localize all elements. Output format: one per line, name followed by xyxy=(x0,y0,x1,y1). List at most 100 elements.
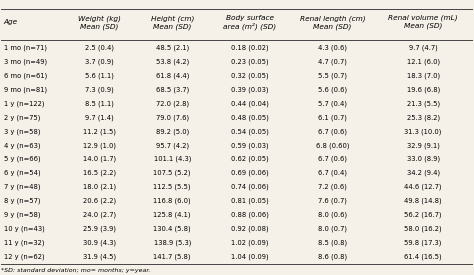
Text: 0.74 (0.06): 0.74 (0.06) xyxy=(231,184,269,191)
Text: 3.7 (0.9): 3.7 (0.9) xyxy=(85,58,114,65)
Text: 125.8 (4.1): 125.8 (4.1) xyxy=(154,212,191,218)
Text: 24.0 (2.7): 24.0 (2.7) xyxy=(82,212,116,218)
Text: Renal length (cm)
Mean (SD): Renal length (cm) Mean (SD) xyxy=(300,15,365,29)
Text: 6 y (n=54): 6 y (n=54) xyxy=(4,170,40,177)
Text: 8.5 (1.1): 8.5 (1.1) xyxy=(85,100,114,106)
Text: 1 y (n=122): 1 y (n=122) xyxy=(4,100,44,106)
Text: 0.18 (0.02): 0.18 (0.02) xyxy=(231,44,269,51)
Text: 59.8 (17.3): 59.8 (17.3) xyxy=(404,240,442,246)
Text: 9.7 (4.7): 9.7 (4.7) xyxy=(409,44,438,51)
Text: 141.7 (5.8): 141.7 (5.8) xyxy=(154,254,191,260)
Text: 12 y (n=62): 12 y (n=62) xyxy=(4,254,45,260)
Text: 2 y (n=75): 2 y (n=75) xyxy=(4,114,40,120)
Text: 1.02 (0.09): 1.02 (0.09) xyxy=(231,240,269,246)
Text: 61.4 (16.5): 61.4 (16.5) xyxy=(404,254,442,260)
Text: 49.8 (14.8): 49.8 (14.8) xyxy=(404,198,442,204)
Text: 8.0 (0.6): 8.0 (0.6) xyxy=(318,212,347,218)
Text: 5.6 (1.1): 5.6 (1.1) xyxy=(85,72,114,79)
Text: 68.5 (3.7): 68.5 (3.7) xyxy=(155,86,189,93)
Text: 101.1 (4.3): 101.1 (4.3) xyxy=(154,156,191,163)
Text: 7.6 (0.7): 7.6 (0.7) xyxy=(318,198,347,204)
Text: 5.6 (0.6): 5.6 (0.6) xyxy=(318,86,347,93)
Text: 33.0 (8.9): 33.0 (8.9) xyxy=(407,156,440,163)
Text: 0.32 (0.05): 0.32 (0.05) xyxy=(231,72,269,79)
Text: 0.62 (0.05): 0.62 (0.05) xyxy=(231,156,269,163)
Text: 7.2 (0.6): 7.2 (0.6) xyxy=(318,184,347,191)
Text: 11 y (n=32): 11 y (n=32) xyxy=(4,240,44,246)
Text: 138.9 (5.3): 138.9 (5.3) xyxy=(154,240,191,246)
Text: 116.8 (6.0): 116.8 (6.0) xyxy=(154,198,191,204)
Text: 0.44 (0.04): 0.44 (0.04) xyxy=(231,100,269,106)
Text: 6.7 (0.4): 6.7 (0.4) xyxy=(318,170,347,177)
Text: 32.9 (9.1): 32.9 (9.1) xyxy=(407,142,439,148)
Text: 8.0 (0.7): 8.0 (0.7) xyxy=(318,226,347,232)
Text: 4.3 (0.6): 4.3 (0.6) xyxy=(318,44,347,51)
Text: 130.4 (5.8): 130.4 (5.8) xyxy=(154,226,191,232)
Text: 89.2 (5.0): 89.2 (5.0) xyxy=(155,128,189,134)
Text: 48.5 (2.1): 48.5 (2.1) xyxy=(155,44,189,51)
Text: 0.59 (0.03): 0.59 (0.03) xyxy=(231,142,269,148)
Text: 72.0 (2.8): 72.0 (2.8) xyxy=(155,100,189,106)
Text: 95.7 (4.2): 95.7 (4.2) xyxy=(155,142,189,148)
Text: 19.6 (6.8): 19.6 (6.8) xyxy=(407,86,440,93)
Text: 0.23 (0.05): 0.23 (0.05) xyxy=(231,58,269,65)
Text: 7.3 (0.9): 7.3 (0.9) xyxy=(85,86,114,93)
Text: 21.3 (5.5): 21.3 (5.5) xyxy=(407,100,440,106)
Text: 44.6 (12.7): 44.6 (12.7) xyxy=(404,184,442,191)
Text: 1.04 (0.09): 1.04 (0.09) xyxy=(231,254,269,260)
Text: 107.5 (5.2): 107.5 (5.2) xyxy=(154,170,191,177)
Text: 6.7 (0.6): 6.7 (0.6) xyxy=(318,128,347,134)
Text: Body surface
area (m²) (SD): Body surface area (m²) (SD) xyxy=(223,15,276,30)
Text: 25.3 (8.2): 25.3 (8.2) xyxy=(407,114,440,120)
Text: Renal volume (mL)
Mean (SD): Renal volume (mL) Mean (SD) xyxy=(388,15,458,29)
Text: 10 y (n=43): 10 y (n=43) xyxy=(4,226,45,232)
Text: 1 mo (n=71): 1 mo (n=71) xyxy=(4,44,47,51)
Text: 18.3 (7.0): 18.3 (7.0) xyxy=(407,72,440,79)
Text: 20.6 (2.2): 20.6 (2.2) xyxy=(82,198,116,204)
Text: Age: Age xyxy=(4,19,18,25)
Text: 12.1 (6.0): 12.1 (6.0) xyxy=(407,58,440,65)
Text: 61.8 (4.4): 61.8 (4.4) xyxy=(155,72,189,79)
Text: 16.5 (2.2): 16.5 (2.2) xyxy=(82,170,116,177)
Text: 11.2 (1.5): 11.2 (1.5) xyxy=(82,128,116,134)
Text: 8.5 (0.8): 8.5 (0.8) xyxy=(318,240,347,246)
Text: 9.7 (1.4): 9.7 (1.4) xyxy=(85,114,114,120)
Text: 6.1 (0.7): 6.1 (0.7) xyxy=(318,114,347,120)
Text: 3 mo (n=49): 3 mo (n=49) xyxy=(4,58,47,65)
Text: 112.5 (5.5): 112.5 (5.5) xyxy=(154,184,191,191)
Text: 0.88 (0.06): 0.88 (0.06) xyxy=(231,212,269,218)
Text: 34.2 (9.4): 34.2 (9.4) xyxy=(407,170,440,177)
Text: 31.9 (4.5): 31.9 (4.5) xyxy=(82,254,116,260)
Text: 9 mo (n=81): 9 mo (n=81) xyxy=(4,86,47,93)
Text: 5.5 (0.7): 5.5 (0.7) xyxy=(318,72,347,79)
Text: 0.69 (0.06): 0.69 (0.06) xyxy=(231,170,269,177)
Text: 0.48 (0.05): 0.48 (0.05) xyxy=(231,114,269,120)
Text: 12.9 (1.0): 12.9 (1.0) xyxy=(82,142,116,148)
Text: 5.7 (0.4): 5.7 (0.4) xyxy=(318,100,347,106)
Text: 0.81 (0.05): 0.81 (0.05) xyxy=(231,198,269,204)
Text: 4.7 (0.7): 4.7 (0.7) xyxy=(318,58,347,65)
Text: Height (cm)
Mean (SD): Height (cm) Mean (SD) xyxy=(151,15,194,29)
Text: 6 mo (n=61): 6 mo (n=61) xyxy=(4,72,47,79)
Text: 56.2 (16.7): 56.2 (16.7) xyxy=(404,212,442,218)
Text: 18.0 (2.1): 18.0 (2.1) xyxy=(82,184,116,191)
Text: 7 y (n=48): 7 y (n=48) xyxy=(4,184,40,191)
Text: *SD: standard deviation; mo= months; y=year.: *SD: standard deviation; mo= months; y=y… xyxy=(1,268,151,273)
Text: 6.7 (0.6): 6.7 (0.6) xyxy=(318,156,347,163)
Text: 14.0 (1.7): 14.0 (1.7) xyxy=(82,156,116,163)
Text: 31.3 (10.0): 31.3 (10.0) xyxy=(404,128,442,134)
Text: 3 y (n=58): 3 y (n=58) xyxy=(4,128,40,134)
Text: 9 y (n=58): 9 y (n=58) xyxy=(4,212,40,218)
Text: 0.54 (0.05): 0.54 (0.05) xyxy=(231,128,269,134)
Text: Weight (kg)
Mean (SD): Weight (kg) Mean (SD) xyxy=(78,15,120,29)
Text: 0.92 (0.08): 0.92 (0.08) xyxy=(231,226,269,232)
Text: 4 y (n=63): 4 y (n=63) xyxy=(4,142,40,148)
Text: 0.39 (0.03): 0.39 (0.03) xyxy=(231,86,269,93)
Text: 58.0 (16.2): 58.0 (16.2) xyxy=(404,226,442,232)
Text: 8 y (n=57): 8 y (n=57) xyxy=(4,198,40,204)
Text: 25.9 (3.9): 25.9 (3.9) xyxy=(82,226,116,232)
Text: 2.5 (0.4): 2.5 (0.4) xyxy=(85,44,114,51)
Text: 53.8 (4.2): 53.8 (4.2) xyxy=(155,58,189,65)
Text: 8.6 (0.8): 8.6 (0.8) xyxy=(318,254,347,260)
Text: 79.0 (7.6): 79.0 (7.6) xyxy=(155,114,189,120)
